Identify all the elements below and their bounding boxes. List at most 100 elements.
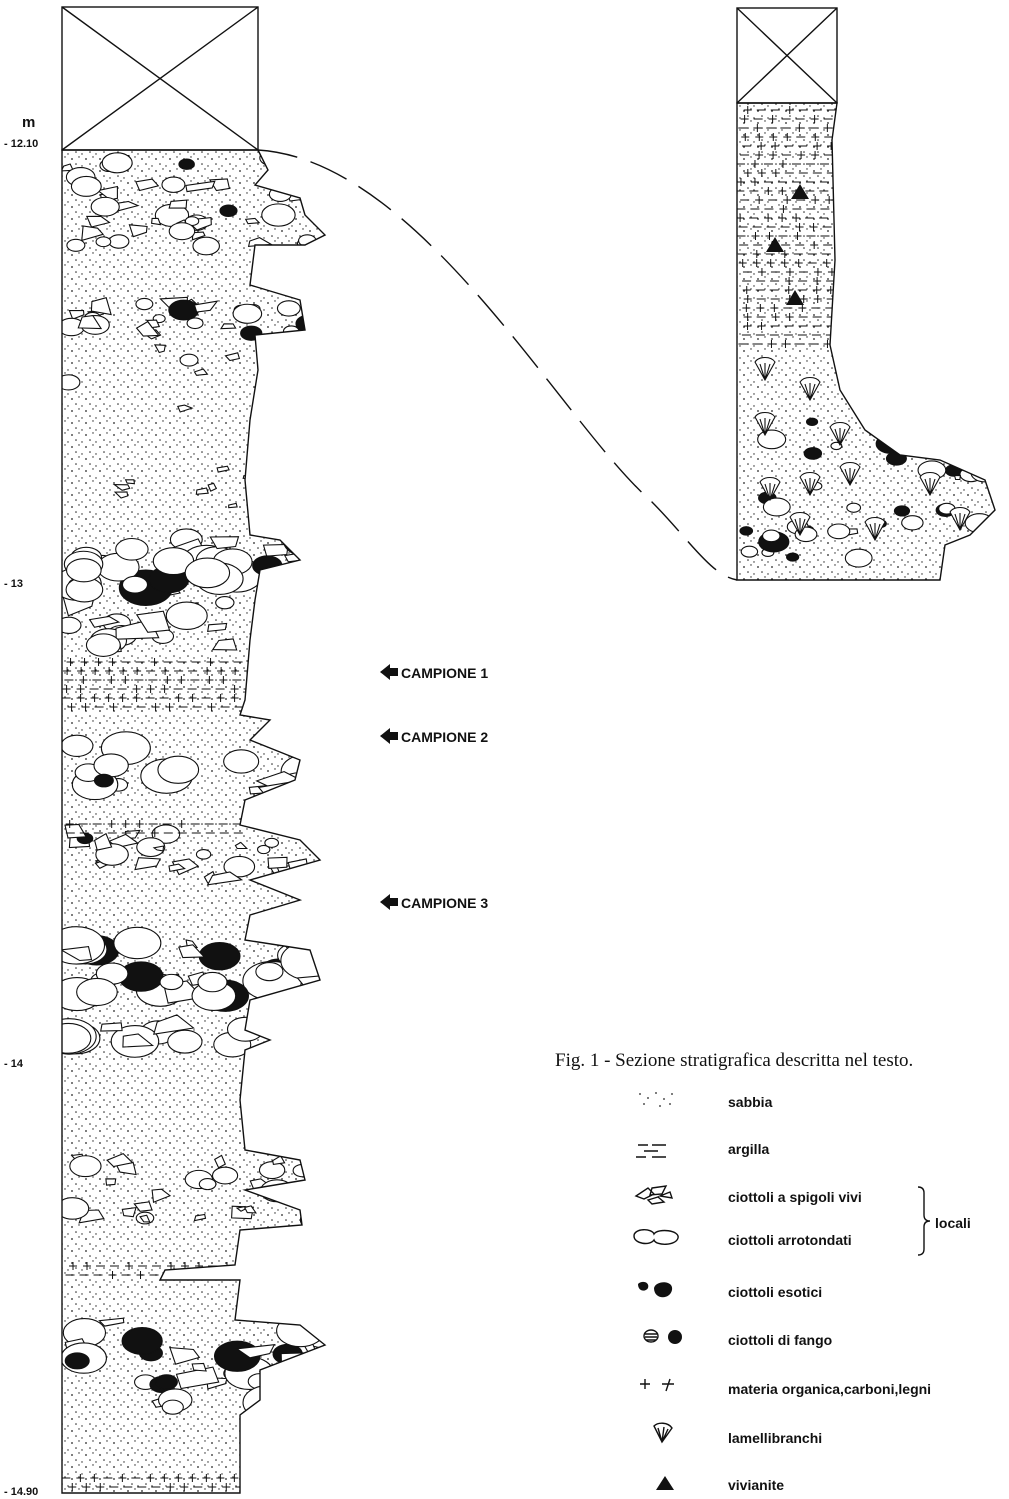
pattern-shape: [178, 944, 206, 959]
pattern-shape: [822, 259, 831, 267]
pattern-shape: [231, 667, 240, 675]
pattern-shape: [93, 773, 114, 788]
pattern-shape: [202, 1474, 211, 1482]
pattern-shape: [179, 353, 199, 367]
pattern-shape: [178, 158, 195, 170]
pattern-shape: [85, 633, 121, 657]
legend-brace: [917, 1186, 931, 1256]
pattern-shape: [901, 515, 924, 531]
pattern-shape: [195, 487, 209, 495]
pattern-shape: [798, 304, 807, 312]
legend-icon: [640, 1378, 674, 1392]
pattern-shape: [257, 844, 271, 855]
pattern-shape: [125, 1262, 134, 1270]
pattern-shape: [195, 849, 212, 860]
pattern-shape: [235, 1205, 246, 1212]
pattern-shape: [153, 1014, 195, 1035]
pattern-shape: [133, 667, 142, 675]
pattern-shape: [255, 604, 283, 623]
pattern-shape: [108, 1271, 117, 1279]
pattern-shape: [307, 984, 325, 995]
pattern-shape: [740, 545, 759, 558]
pattern-shape: [244, 1474, 253, 1482]
pattern-shape: [305, 1210, 325, 1227]
pattern-shape: [219, 323, 237, 330]
depth-label: - 12.10: [4, 138, 38, 150]
pattern-shape: [230, 694, 239, 702]
pattern-shape: [178, 1271, 187, 1279]
legend-label: ciottoli di fango: [728, 1332, 832, 1348]
pattern-shape: [132, 694, 141, 702]
pattern-shape: [76, 685, 85, 693]
pattern-shape: [168, 299, 200, 321]
pattern-shape: [752, 250, 761, 258]
pattern-shape: [188, 694, 197, 702]
pattern-shape: [169, 1346, 201, 1365]
legend-icon: [634, 1185, 674, 1205]
pattern-shape: [813, 277, 822, 285]
pattern-shape: [203, 667, 212, 675]
pattern-shape: [177, 404, 194, 413]
pattern-shape: [757, 142, 766, 150]
pattern-shape: [953, 475, 961, 481]
pattern-shape: [163, 676, 172, 684]
pattern-shape: [791, 184, 809, 199]
pattern-shape: [211, 638, 238, 651]
pattern-shape: [100, 1022, 123, 1032]
pattern-shape: [193, 1213, 207, 1222]
sample-markers: CAMPIONE 1 CAMPIONE 2 CAMPIONE 3: [380, 664, 488, 911]
legend-label: vivianite: [728, 1477, 784, 1493]
pattern-shape: [809, 223, 818, 231]
pattern-shape: [275, 1358, 323, 1391]
pattern-shape: [742, 304, 751, 312]
pattern-shape: [146, 685, 155, 693]
pattern-shape: [206, 658, 215, 666]
pattern-shape: [128, 224, 148, 238]
pattern-shape: [839, 461, 861, 487]
pattern-shape: [737, 178, 745, 186]
pattern-shape: [77, 315, 103, 330]
pattern-shape: [244, 217, 261, 225]
correlation-line: [257, 149, 738, 581]
pattern-shape: [185, 180, 216, 193]
pattern-shape: [153, 344, 166, 354]
pattern-shape: [743, 169, 752, 177]
pattern-shape: [98, 1317, 125, 1327]
pattern-shape: [296, 975, 321, 989]
pattern-shape: [793, 232, 802, 240]
pattern-shape: [101, 152, 133, 174]
pattern-shape: [174, 1474, 183, 1482]
depth-label: - 14.90: [4, 1486, 38, 1498]
pattern-shape: [754, 411, 776, 437]
pattern-shape: [135, 178, 160, 192]
pattern-shape: [230, 685, 239, 693]
depth-label: - 13: [4, 578, 23, 590]
pattern-shape: [168, 222, 196, 241]
pattern-shape: [157, 755, 200, 784]
legend-icon: [668, 1330, 682, 1344]
pattern-shape: [795, 124, 804, 132]
pattern-shape: [306, 547, 324, 562]
pattern-shape: [783, 133, 792, 141]
pattern-shape: [109, 703, 118, 711]
depth-label: - 14: [4, 1058, 24, 1070]
pattern-shape: [751, 232, 760, 240]
pattern-shape: [132, 685, 141, 693]
pattern-shape: [294, 523, 325, 555]
pattern-shape: [279, 1019, 307, 1039]
pattern-shape: [62, 1197, 90, 1220]
pattern-shape: [62, 1022, 92, 1054]
pattern-shape: [62, 374, 81, 391]
pattern-shape: [780, 259, 789, 267]
pattern-shape: [167, 1029, 203, 1054]
pattern-shape: [739, 526, 754, 536]
pattern-shape: [797, 151, 806, 159]
pattern-shape: [781, 340, 790, 348]
legend-icon: [645, 1333, 657, 1341]
pattern-shape: [69, 1262, 78, 1270]
pattern-shape: [299, 1208, 325, 1232]
legend-icon: [643, 1329, 659, 1343]
pattern-shape: [165, 703, 174, 711]
pattern-shape: [155, 1374, 178, 1390]
pattern-shape: [215, 596, 235, 610]
